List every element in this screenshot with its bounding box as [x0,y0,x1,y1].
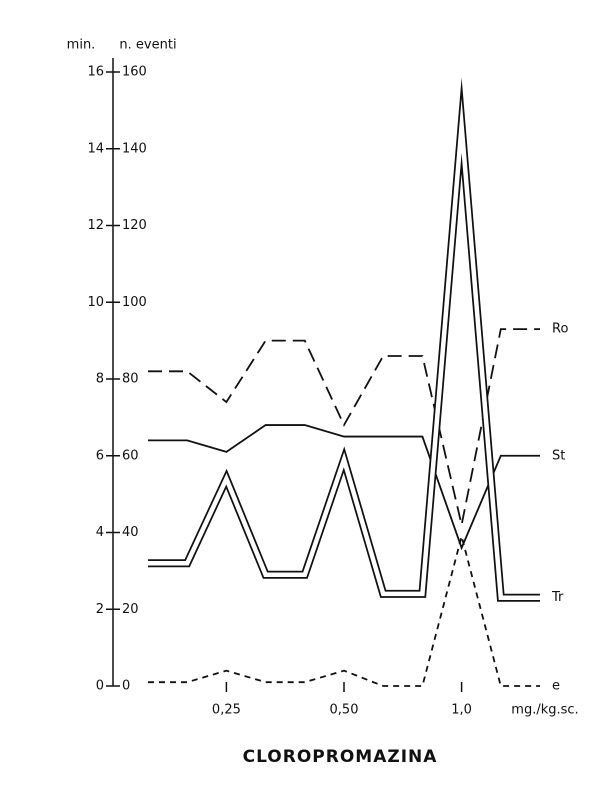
series-line [148,424,540,551]
y-tick-label: 14 [87,141,104,156]
y-tick-label: 0 [96,679,104,694]
series-label: e [552,679,560,694]
x-tick-label: 0,25 [212,703,241,718]
y-tick-label: 16 [87,65,104,80]
x-tick-label: 0,50 [330,703,359,718]
y-tick-label: 8 [96,372,104,387]
x-axis-title: mg./kg.sc. [511,703,578,718]
y-tick-label: 10 [87,295,104,310]
series-label: Tr [551,590,564,605]
y-tick-label: 6 [96,448,104,463]
y-tick-label: 2 [96,602,104,617]
series-line [148,328,540,526]
y2-tick-label: 100 [122,295,147,310]
y2-tick-label: 60 [122,448,139,463]
y-tick-label: 12 [87,218,104,233]
series-line [148,532,540,687]
y2-axis-title: n. eventi [119,38,176,53]
y2-tick-label: 20 [122,602,139,617]
y2-tick-label: 120 [122,218,147,233]
y2-tick-label: 0 [122,679,130,694]
y2-tick-label: 160 [122,65,147,80]
series-label: St [552,448,565,463]
y-tick-label: 4 [96,525,104,540]
y2-tick-label: 40 [122,525,139,540]
series-label: Ro [552,322,568,337]
x-tick-label: 1,0 [451,703,472,718]
y-axis-title: min. [67,38,96,53]
series-line [148,98,540,600]
y2-tick-label: 80 [122,372,139,387]
y2-tick-label: 140 [122,141,147,156]
chart-title: CLOROPROMAZINA [243,747,438,767]
